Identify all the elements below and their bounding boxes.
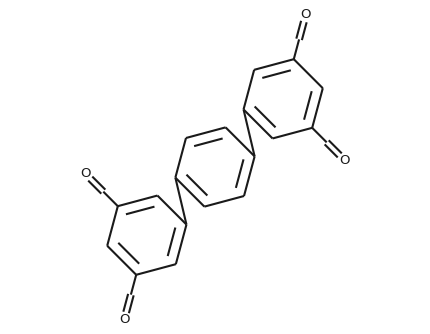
Text: O: O (119, 313, 129, 326)
Text: O: O (301, 8, 311, 21)
Text: O: O (80, 167, 91, 180)
Text: O: O (339, 154, 350, 167)
